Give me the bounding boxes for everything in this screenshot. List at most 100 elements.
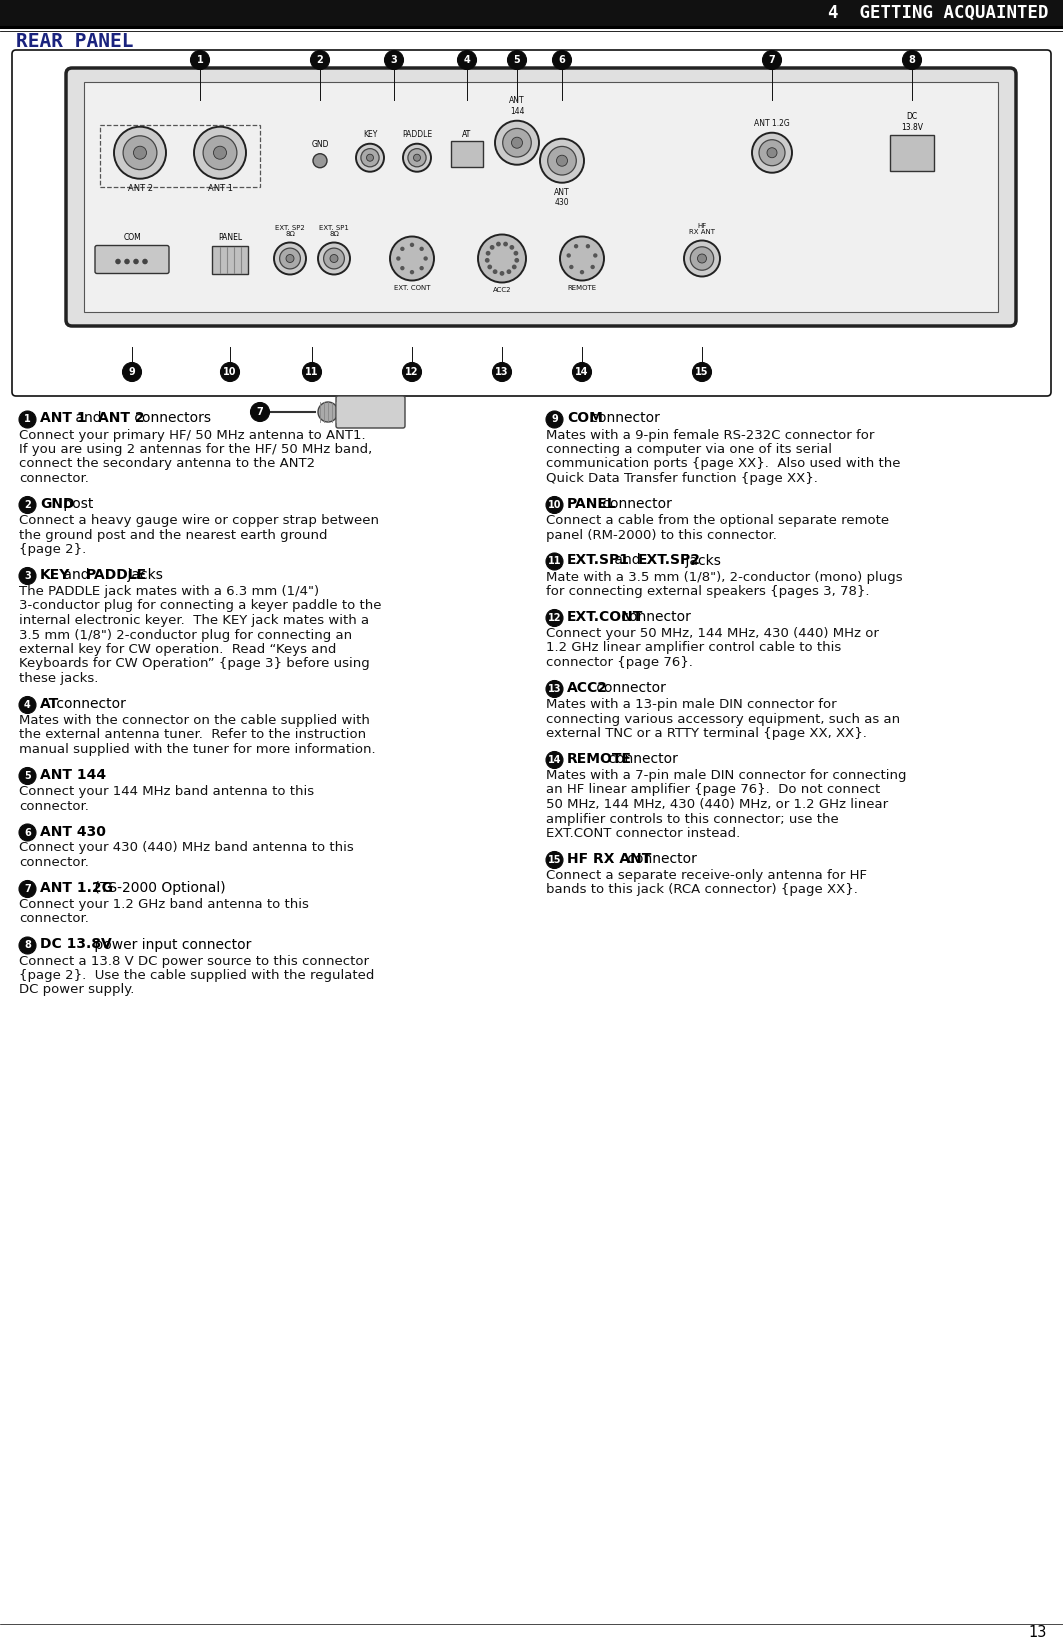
- Circle shape: [557, 155, 568, 167]
- Text: Mates with a 7-pin male DIN connector for connecting: Mates with a 7-pin male DIN connector fo…: [546, 768, 907, 781]
- Circle shape: [503, 129, 532, 157]
- Text: (TS-2000 Optional): (TS-2000 Optional): [89, 881, 225, 895]
- Text: ANT 430: ANT 430: [40, 824, 106, 839]
- Text: COM: COM: [567, 411, 603, 426]
- Text: connecting various accessory equipment, such as an: connecting various accessory equipment, …: [546, 712, 900, 725]
- FancyBboxPatch shape: [890, 135, 934, 170]
- Circle shape: [553, 51, 572, 69]
- Text: ANT
144: ANT 144: [509, 96, 525, 116]
- Circle shape: [408, 149, 426, 167]
- Circle shape: [593, 253, 597, 258]
- FancyBboxPatch shape: [84, 83, 998, 312]
- Text: these jacks.: these jacks.: [19, 672, 99, 686]
- Circle shape: [569, 264, 574, 269]
- Circle shape: [697, 254, 707, 263]
- Circle shape: [767, 147, 777, 157]
- Circle shape: [414, 154, 421, 162]
- Text: Connect a 13.8 V DC power source to this connector: Connect a 13.8 V DC power source to this…: [19, 955, 369, 968]
- Text: 15: 15: [547, 856, 561, 866]
- Text: connector: connector: [52, 697, 126, 710]
- Text: ANT 1.2G: ANT 1.2G: [754, 119, 790, 127]
- Circle shape: [318, 243, 350, 274]
- Circle shape: [190, 51, 209, 69]
- Circle shape: [423, 256, 427, 261]
- Text: connectors: connectors: [130, 411, 210, 426]
- Text: EXT. SP2
8Ω: EXT. SP2 8Ω: [275, 225, 305, 238]
- Circle shape: [410, 243, 415, 248]
- Circle shape: [19, 881, 36, 897]
- Circle shape: [579, 269, 585, 274]
- Circle shape: [410, 269, 415, 274]
- Text: connector: connector: [623, 852, 696, 866]
- Text: connector: connector: [586, 411, 659, 426]
- Text: connector: connector: [598, 497, 672, 510]
- Circle shape: [567, 253, 571, 258]
- Circle shape: [547, 147, 576, 175]
- Text: 5: 5: [513, 55, 521, 64]
- Text: 4: 4: [24, 700, 31, 710]
- Circle shape: [19, 824, 36, 841]
- Text: external TNC or a RTTY terminal {page XX, XX}.: external TNC or a RTTY terminal {page XX…: [546, 727, 866, 740]
- Circle shape: [478, 235, 526, 282]
- Circle shape: [752, 132, 792, 173]
- Text: EXT.CONT: EXT.CONT: [567, 610, 643, 624]
- Text: 14: 14: [575, 367, 589, 377]
- Text: 3-conductor plug for connecting a keyer paddle to the: 3-conductor plug for connecting a keyer …: [19, 600, 382, 613]
- Circle shape: [420, 246, 424, 251]
- Text: REMOTE: REMOTE: [568, 286, 596, 291]
- Circle shape: [506, 269, 511, 274]
- Text: Connect a heavy gauge wire or copper strap between: Connect a heavy gauge wire or copper str…: [19, 514, 379, 527]
- Circle shape: [142, 259, 148, 264]
- Text: manual supplied with the tuner for more information.: manual supplied with the tuner for more …: [19, 743, 375, 757]
- Circle shape: [546, 411, 563, 428]
- Text: and: and: [610, 553, 645, 568]
- Circle shape: [124, 259, 130, 264]
- Circle shape: [546, 610, 563, 626]
- Circle shape: [486, 251, 490, 256]
- Circle shape: [286, 254, 294, 263]
- Text: and: and: [71, 411, 106, 426]
- Text: REAR PANEL: REAR PANEL: [16, 31, 134, 51]
- Text: PADDLE: PADDLE: [402, 131, 432, 139]
- Circle shape: [123, 135, 157, 170]
- Text: the external antenna tuner.  Refer to the instruction: the external antenna tuner. Refer to the…: [19, 729, 366, 742]
- Bar: [0, 0, 1063, 26]
- Text: Connect your 430 (440) MHz band antenna to this: Connect your 430 (440) MHz band antenna …: [19, 841, 354, 854]
- Text: GND: GND: [40, 497, 74, 510]
- Text: {page 2}.  Use the cable supplied with the regulated: {page 2}. Use the cable supplied with th…: [19, 970, 374, 981]
- Circle shape: [492, 362, 511, 382]
- Circle shape: [495, 121, 539, 165]
- Text: 8: 8: [909, 55, 915, 64]
- Text: an HF linear amplifier {page 76}.  Do not connect: an HF linear amplifier {page 76}. Do not…: [546, 783, 880, 796]
- Circle shape: [214, 147, 226, 159]
- Text: bands to this jack (RCA connector) {page XX}.: bands to this jack (RCA connector) {page…: [546, 884, 858, 897]
- Circle shape: [280, 248, 301, 269]
- Text: Connect your 144 MHz band antenna to this: Connect your 144 MHz band antenna to thi…: [19, 785, 315, 798]
- Circle shape: [546, 851, 563, 869]
- Circle shape: [546, 497, 563, 514]
- Circle shape: [134, 147, 147, 159]
- Text: KEY: KEY: [362, 131, 377, 139]
- Circle shape: [490, 244, 494, 249]
- Text: AT: AT: [462, 131, 472, 139]
- Circle shape: [19, 568, 36, 585]
- Circle shape: [507, 51, 526, 69]
- Text: EXT. SP1
8Ω: EXT. SP1 8Ω: [319, 225, 349, 238]
- FancyBboxPatch shape: [66, 68, 1016, 325]
- Circle shape: [500, 271, 505, 276]
- Circle shape: [496, 241, 501, 246]
- Circle shape: [19, 768, 36, 785]
- Text: COM: COM: [123, 233, 141, 243]
- Circle shape: [220, 362, 239, 382]
- Text: Connect your primary HF/ 50 MHz antenna to ANT1.: Connect your primary HF/ 50 MHz antenna …: [19, 428, 366, 441]
- Text: for connecting external speakers {pages 3, 78}.: for connecting external speakers {pages …: [546, 585, 870, 598]
- Text: ANT 1: ANT 1: [207, 183, 233, 193]
- Circle shape: [590, 264, 595, 269]
- Text: connect the secondary antenna to the ANT2: connect the secondary antenna to the ANT…: [19, 458, 315, 471]
- Text: 4  GETTING ACQUAINTED: 4 GETTING ACQUAINTED: [828, 3, 1049, 21]
- Circle shape: [403, 144, 431, 172]
- Circle shape: [509, 244, 514, 249]
- Text: 7: 7: [256, 406, 264, 416]
- Circle shape: [487, 264, 492, 269]
- Text: jacks: jacks: [681, 553, 721, 568]
